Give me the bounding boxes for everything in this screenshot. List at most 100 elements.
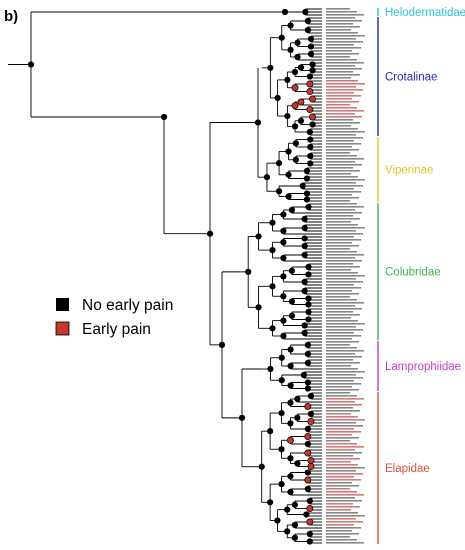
- tip-label: [326, 269, 351, 271]
- tip-label: [326, 275, 365, 277]
- tip-label: [326, 344, 350, 346]
- tip-label: [326, 104, 350, 106]
- tip-label: [326, 506, 360, 508]
- tree-node: [287, 473, 294, 480]
- tip-label: [326, 239, 361, 241]
- tree-node: [294, 53, 301, 61]
- clade-label: Crotalinae: [385, 72, 437, 84]
- clade-labels: Helodermatidae Crotalinae Viperinae Colubri…: [377, 7, 465, 544]
- tip-label: [326, 317, 351, 319]
- tip-label: [326, 530, 352, 532]
- tip-label: [326, 410, 360, 412]
- tip-label: [326, 350, 364, 352]
- tip-label: [326, 455, 353, 457]
- tip-label: [326, 191, 361, 193]
- tip-label: [326, 260, 362, 262]
- tree-node: [301, 287, 308, 295]
- tip-label: [326, 299, 357, 301]
- tree-node: [301, 242, 308, 250]
- tip-label: [326, 215, 353, 217]
- tree-node: [292, 140, 299, 147]
- tree-node: [309, 113, 316, 121]
- tree-node: [303, 511, 310, 518]
- tip-label: [326, 128, 358, 130]
- tree-node: [285, 148, 292, 155]
- tip-label: [326, 245, 359, 247]
- tip-label: [326, 59, 357, 61]
- tree-node: [291, 501, 298, 508]
- tree-node: [306, 73, 313, 80]
- tip-label: [326, 413, 351, 415]
- tree-node: [309, 67, 316, 74]
- tip-label: [326, 26, 360, 28]
- tip-label: [326, 272, 358, 274]
- tip-label: [326, 329, 363, 331]
- tree-node: [284, 76, 291, 83]
- tip-label: [326, 56, 350, 58]
- tip-label: [326, 137, 363, 139]
- tree-node: [281, 8, 289, 16]
- clade-label: Colubridae: [385, 267, 441, 279]
- tip-label: [326, 374, 356, 376]
- tree-node: [287, 46, 294, 53]
- tip-label: [326, 395, 357, 397]
- tip-label: [326, 119, 353, 121]
- tree-node: [305, 316, 312, 323]
- tree-node: [304, 403, 312, 410]
- tip-label: [326, 404, 362, 406]
- tree-node: [307, 43, 315, 50]
- tip-label: [326, 134, 356, 136]
- tree-node: [245, 268, 252, 275]
- tip-label: [326, 89, 363, 91]
- tree-node: [303, 167, 311, 175]
- tree-node: [301, 251, 308, 259]
- tree-node: [291, 123, 299, 130]
- tree-node: [303, 196, 311, 203]
- tip-label: [326, 62, 364, 64]
- tree-node: [287, 455, 294, 462]
- tip-label: [326, 11, 357, 13]
- tip-label: [326, 497, 355, 499]
- tree-node: [302, 8, 309, 16]
- tip-label: [326, 32, 358, 34]
- tip-label: [326, 167, 353, 169]
- tree-node: [255, 233, 262, 240]
- tree-node: [306, 128, 313, 136]
- tip-label: [326, 449, 355, 451]
- tip-label: [326, 242, 352, 244]
- tree-node: [306, 497, 313, 505]
- tip-labels: [326, 8, 365, 544]
- tree-node: [291, 534, 298, 541]
- tree-node: [297, 98, 305, 106]
- tip-label: [326, 386, 352, 388]
- tip-label: [326, 524, 354, 526]
- tip-label: [326, 182, 356, 184]
- tree-node: [287, 362, 294, 370]
- tree-node: [306, 505, 314, 512]
- tip-label: [326, 155, 357, 157]
- tree-node: [305, 203, 312, 211]
- tip-label: [326, 464, 358, 466]
- tip-label: [326, 320, 358, 322]
- clade-label: Viperinae: [385, 165, 433, 177]
- tip-label: [326, 20, 362, 22]
- tip-label: [326, 101, 359, 103]
- tip-label: [326, 380, 354, 382]
- tree-node: [309, 95, 316, 103]
- tree-node: [301, 278, 308, 286]
- tip-label: [326, 314, 360, 316]
- tree-node: [307, 152, 314, 160]
- tip-label: [326, 431, 361, 433]
- tree-node: [263, 174, 271, 181]
- tip-label: [326, 467, 365, 469]
- tree-node: [288, 206, 295, 214]
- tree-node: [307, 50, 315, 58]
- tree-node: [287, 382, 294, 389]
- tip-label: [326, 398, 364, 400]
- tip-label: [326, 122, 360, 124]
- tip-label: [326, 68, 362, 70]
- tip-label: [326, 392, 350, 394]
- tip-label: [326, 425, 363, 427]
- tree-node: [301, 322, 308, 329]
